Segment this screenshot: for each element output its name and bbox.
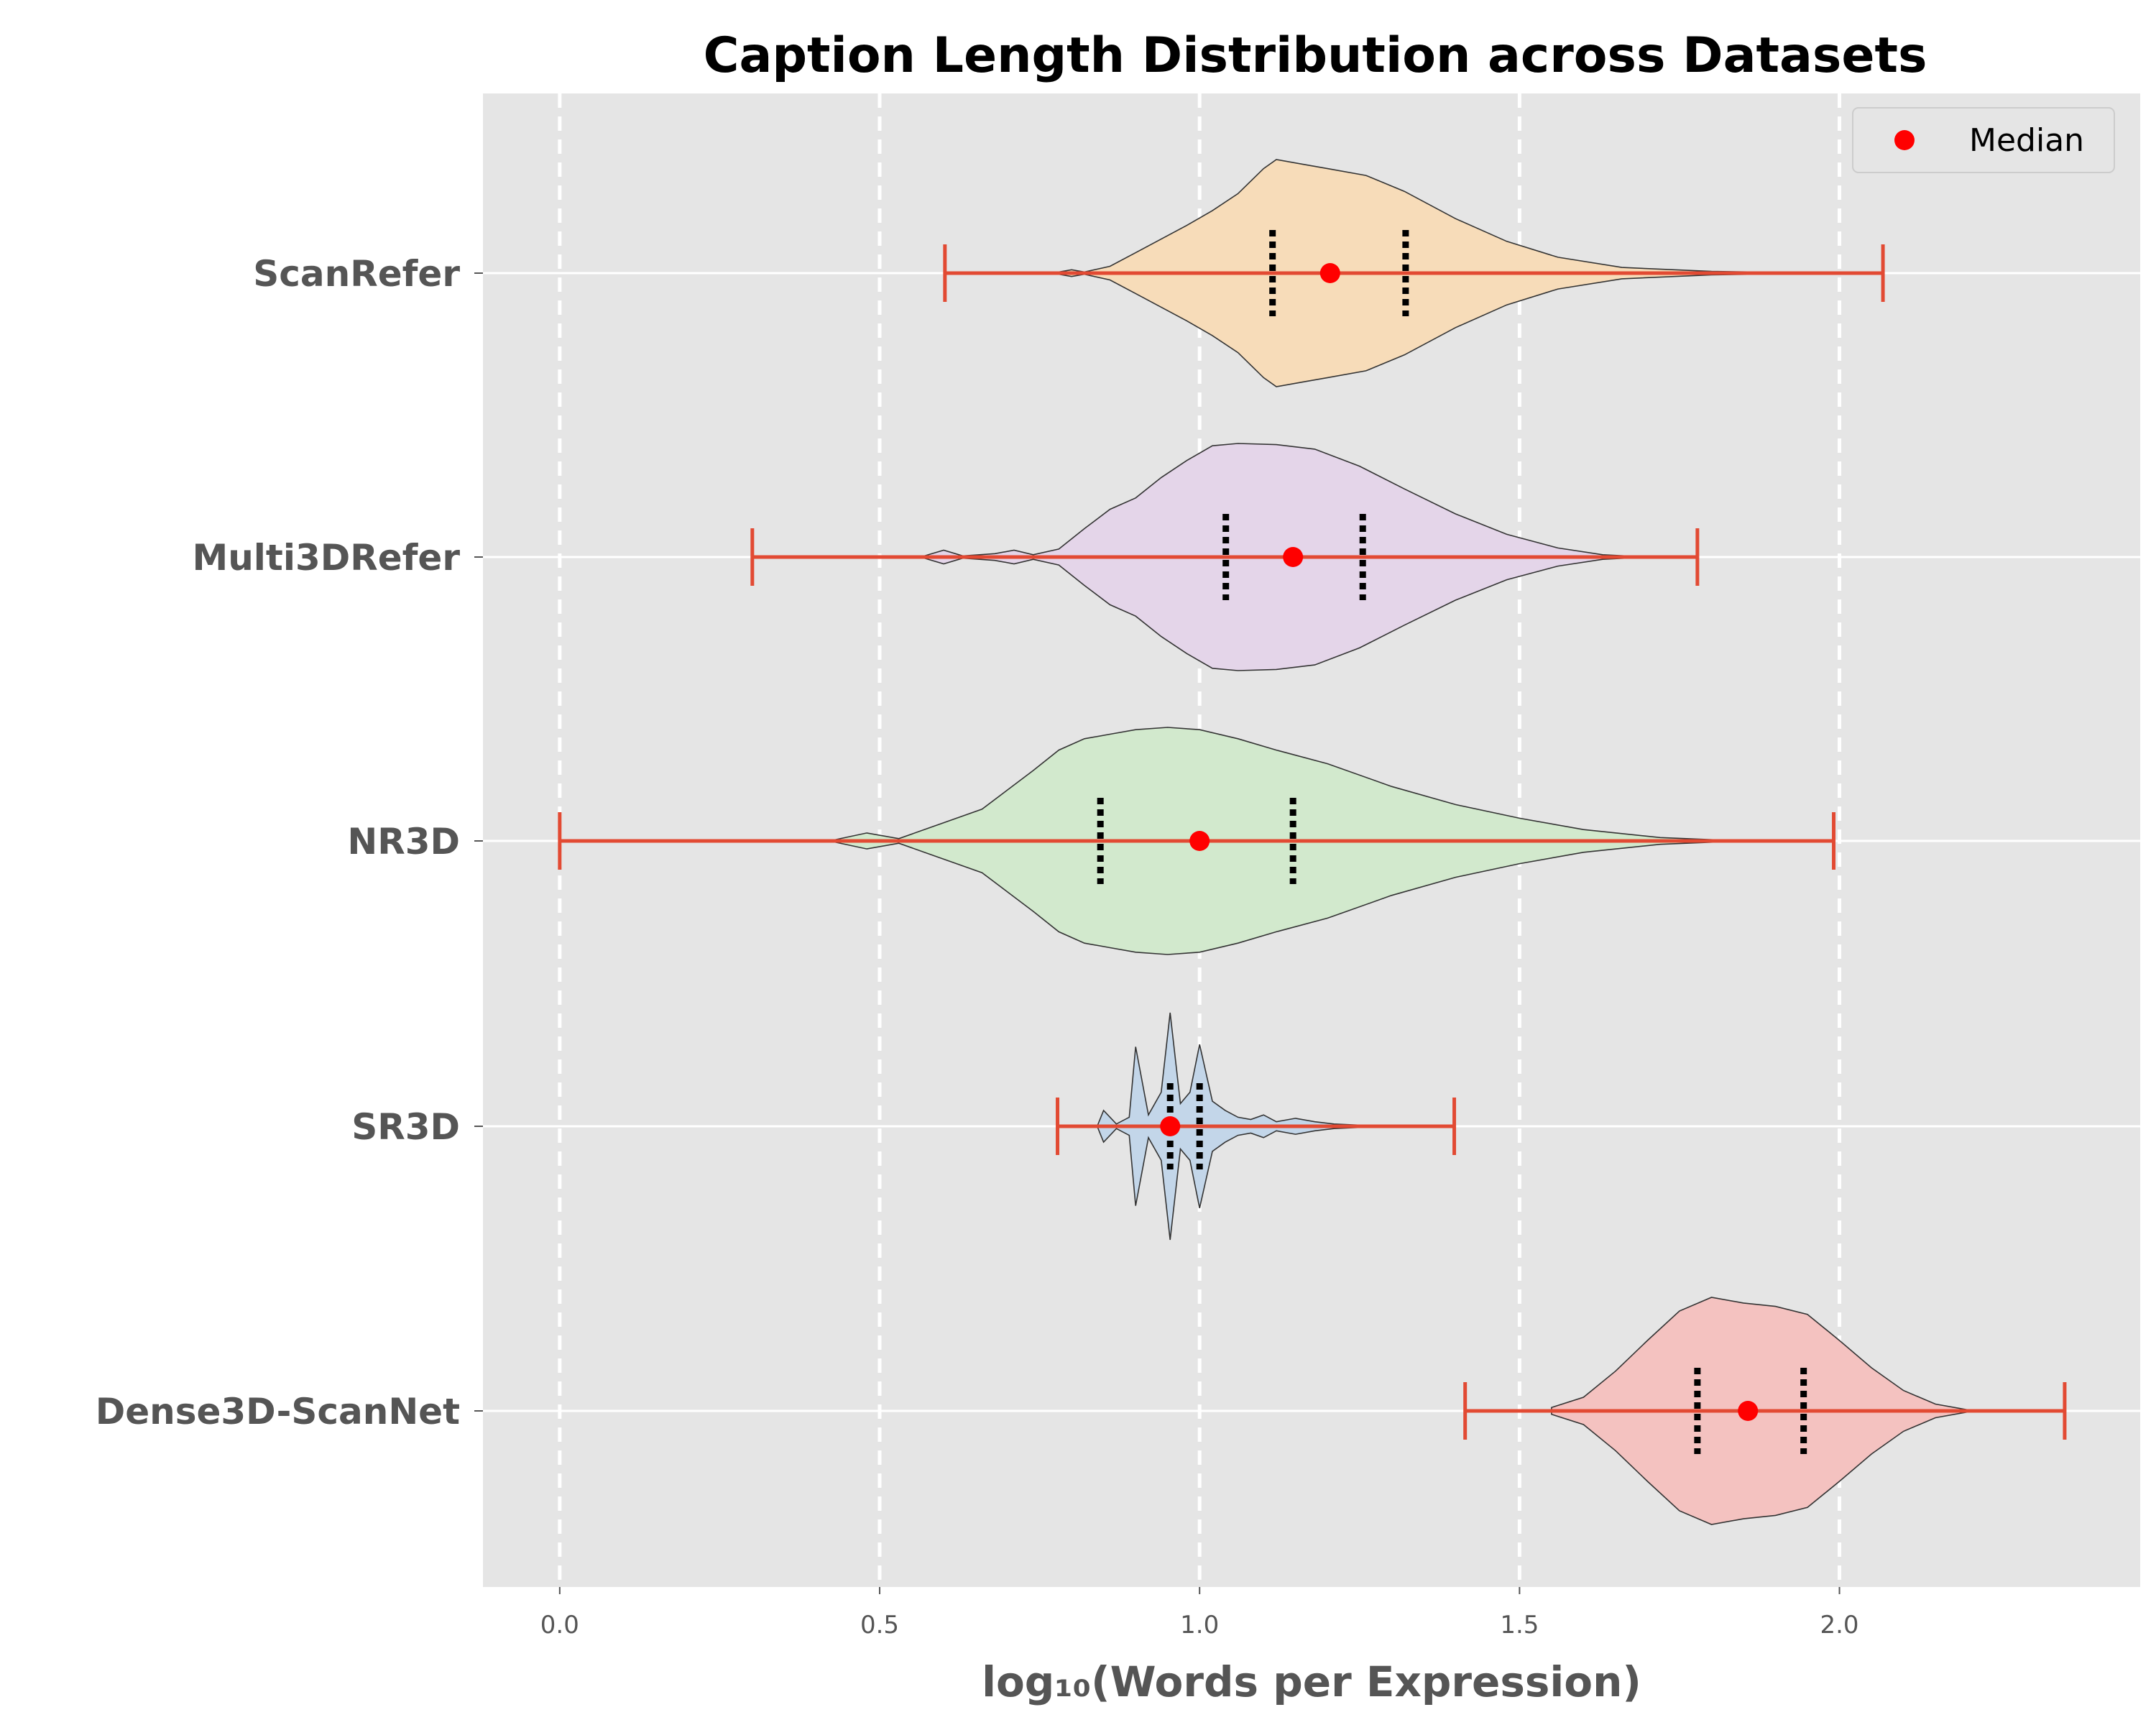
x-tick-label: 0.5 <box>860 1611 899 1639</box>
violin-sr3d <box>1056 1012 1457 1241</box>
violin-scanrefer <box>943 159 1885 387</box>
legend: Median <box>1852 107 2115 173</box>
y-tick-label: NR3D <box>347 821 460 862</box>
violin-nr3d <box>558 727 1836 955</box>
chart-title: Caption Length Distribution across Datas… <box>704 27 1927 84</box>
median-marker <box>1283 547 1304 567</box>
median-marker <box>1189 831 1210 851</box>
y-tick-label: SR3D <box>351 1106 460 1148</box>
y-tick-label: Multi3DRefer <box>192 537 460 579</box>
legend-box <box>1852 107 2115 173</box>
x-axis-label: log₁₀(Words per Expression) <box>982 1657 1641 1706</box>
median-marker <box>1160 1116 1181 1136</box>
y-tick-label: Dense3D-ScanNet <box>96 1391 460 1432</box>
violin-multi3drefer <box>750 443 1700 671</box>
x-tick-label: 1.5 <box>1500 1611 1539 1639</box>
median-marker <box>1319 263 1340 283</box>
y-tick-label: ScanRefer <box>253 253 460 295</box>
x-tick-label: 0.0 <box>540 1611 579 1639</box>
legend-median-marker <box>1894 130 1915 150</box>
violin-dense3d-scannet <box>1463 1297 2067 1525</box>
axes: 0.0 0.5 1.0 1.5 2.0 ScanRefer Multi3DRefer NR3D… <box>96 253 1859 1639</box>
median-marker <box>1738 1401 1759 1421</box>
x-tick-label: 2.0 <box>1820 1611 1858 1639</box>
violins <box>558 159 2067 1525</box>
x-tick-label: 1.0 <box>1180 1611 1219 1639</box>
legend-entry-median: Median <box>1969 122 2084 159</box>
